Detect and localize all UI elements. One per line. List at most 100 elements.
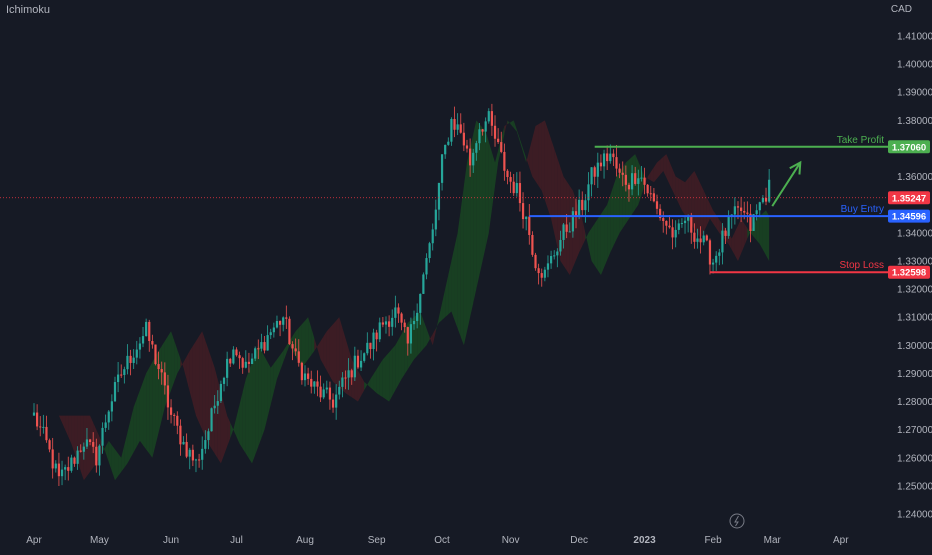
cloud-segment xyxy=(121,445,125,472)
cloud-segment xyxy=(127,419,131,464)
candle-body xyxy=(322,389,325,398)
cloud-segment xyxy=(345,338,349,396)
candle-body xyxy=(275,320,279,328)
cloud-segment xyxy=(572,190,577,268)
cloud-segment xyxy=(130,407,134,458)
x-tick-label: Aug xyxy=(296,535,314,546)
candle-body xyxy=(51,449,54,469)
candle-body xyxy=(537,268,540,274)
cloud-segment xyxy=(438,303,443,323)
candle-body xyxy=(587,184,590,201)
candle-body xyxy=(484,121,487,132)
cloud-segment xyxy=(429,334,433,346)
candle-body xyxy=(366,342,369,354)
y-tick-label: 1.25000 xyxy=(897,481,932,492)
cloud-segment xyxy=(541,120,545,201)
level-tag-value-0: 1.37060 xyxy=(892,142,926,153)
candle-body xyxy=(278,320,282,325)
candle-body xyxy=(621,172,624,175)
cloud-segment xyxy=(146,367,150,454)
cloud-segment xyxy=(171,331,175,391)
price-axis[interactable]: 1.41000 1.40000 1.39000 1.38000 1.36000 1.340… xyxy=(897,32,932,521)
candle-body xyxy=(210,408,213,432)
cloud-segment xyxy=(395,339,399,391)
cloud-segment xyxy=(317,341,321,360)
x-tick-label: Apr xyxy=(26,535,42,546)
level-name-0: Take Profit xyxy=(837,135,884,146)
cloud-segment xyxy=(118,453,122,477)
indicator-label[interactable]: Ichimoku xyxy=(6,4,51,16)
candle-body xyxy=(76,450,79,464)
candle-body xyxy=(60,469,64,477)
x-tick-label: Jul xyxy=(230,535,243,546)
cloud-segment xyxy=(600,209,605,275)
candle-body xyxy=(497,138,500,143)
cloud-segment xyxy=(58,415,63,423)
candle-body xyxy=(711,262,715,265)
cloud-segment xyxy=(74,415,78,462)
candle-body xyxy=(677,223,680,230)
cloud-segment xyxy=(239,391,243,449)
candle-body xyxy=(335,394,338,408)
candle-body xyxy=(624,174,627,185)
candle-body xyxy=(671,227,674,238)
time-axis[interactable]: Apr May Jun Jul Aug Sep Oct Nov Dec 2023 Feb Mar Apr xyxy=(26,535,849,546)
cloud-segment xyxy=(529,138,533,177)
cloud-segment xyxy=(326,327,330,377)
cloud-segment xyxy=(709,203,714,224)
cloud-segment xyxy=(158,345,162,433)
candle-body xyxy=(450,118,453,142)
candle-body xyxy=(549,256,553,264)
candle-body xyxy=(288,318,291,345)
level-tag-bg-1 xyxy=(888,209,930,223)
candle-body xyxy=(129,355,132,363)
cloud-segment xyxy=(323,331,327,371)
candle-body xyxy=(36,412,39,427)
candle-body xyxy=(294,348,297,352)
candle-body xyxy=(216,401,219,406)
candle-body xyxy=(525,216,528,220)
candle-body xyxy=(509,177,512,182)
candle-body xyxy=(472,152,475,166)
cloud-segment xyxy=(688,174,692,225)
candle-body xyxy=(606,153,609,162)
candle-body xyxy=(42,426,45,428)
candle-body xyxy=(132,357,135,363)
candle-body xyxy=(727,216,730,236)
candle-body xyxy=(207,431,210,441)
candle-body xyxy=(749,213,752,231)
candle-body xyxy=(39,426,42,428)
candle-body xyxy=(403,322,406,328)
candle-body xyxy=(201,448,204,460)
candle-body xyxy=(341,377,344,387)
candle-body xyxy=(85,439,89,447)
cloud-segment xyxy=(747,228,751,239)
candle-body xyxy=(531,234,534,255)
cloud-segment xyxy=(597,214,601,275)
cloud-segment xyxy=(105,440,109,462)
x-tick-label: Dec xyxy=(570,535,588,546)
cloud-segment xyxy=(426,328,430,346)
candle-body xyxy=(92,442,95,447)
y-tick-label: 1.31000 xyxy=(897,313,932,324)
candle-body xyxy=(384,321,388,325)
candle-body xyxy=(571,211,574,232)
candle-body xyxy=(244,361,247,368)
cloud-segment xyxy=(653,162,657,183)
cloud-segment xyxy=(547,129,552,219)
lightning-icon-glyph xyxy=(734,515,739,527)
candle-body xyxy=(469,148,472,166)
candle-body xyxy=(263,342,266,351)
x-tick-label: Mar xyxy=(764,535,782,546)
candle-body xyxy=(705,235,708,241)
cloud-segment xyxy=(301,320,306,368)
cloud-segment xyxy=(270,363,274,405)
cloud-segment xyxy=(83,415,87,481)
cloud-segment xyxy=(364,381,368,391)
candle-body xyxy=(596,162,599,177)
cloud-segment xyxy=(320,336,324,365)
candle-body xyxy=(659,208,662,219)
cloud-segment xyxy=(139,381,144,446)
